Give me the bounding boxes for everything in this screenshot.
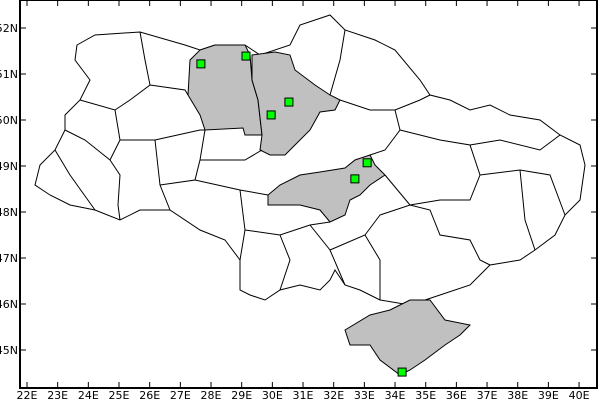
- x-tick-label: 23E: [47, 389, 68, 400]
- region-crimea-highlighted: [344, 299, 472, 376]
- x-tick-label: 30E: [262, 389, 283, 400]
- country-outline: [34, 14, 586, 306]
- y-tick-label: 47N: [0, 252, 18, 265]
- station-marker[interactable]: [241, 51, 251, 61]
- x-tick-label: 36E: [446, 389, 467, 400]
- station-marker[interactable]: [196, 59, 206, 69]
- y-axis: 45N 46N 47N 48N 49N 50N 51N 52N: [0, 22, 597, 357]
- x-tick-label: 37E: [477, 389, 498, 400]
- region-kyiv-highlighted: [251, 51, 341, 156]
- x-tick-label: 26E: [139, 389, 160, 400]
- x-tick-label: 31E: [293, 389, 314, 400]
- y-tick-label: 49N: [0, 160, 18, 173]
- station-marker[interactable]: [266, 110, 276, 120]
- x-tick-label: 33E: [354, 389, 375, 400]
- y-tick-label: 46N: [0, 298, 18, 311]
- y-tick-label: 52N: [0, 22, 18, 35]
- y-tick-label: 51N: [0, 68, 18, 81]
- x-axis: 22E 23E 24E 25E 26E 27E 28E 29E 30E 31E 32E 33E 34E 3…: [17, 0, 590, 400]
- x-tick-label: 34E: [385, 389, 406, 400]
- x-tick-label: 24E: [78, 389, 99, 400]
- x-tick-label: 40E: [569, 389, 590, 400]
- region-kirovohrad-highlighted: [267, 154, 386, 223]
- x-tick-label: 29E: [231, 389, 252, 400]
- x-tick-label: 28E: [201, 389, 222, 400]
- x-tick-label: 35E: [415, 389, 436, 400]
- y-tick-label: 48N: [0, 206, 18, 219]
- station-marker[interactable]: [397, 367, 407, 377]
- x-tick-label: 22E: [17, 389, 38, 400]
- station-marker[interactable]: [350, 174, 360, 184]
- station-marker[interactable]: [362, 158, 372, 168]
- x-tick-label: 38E: [507, 389, 528, 400]
- y-tick-label: 50N: [0, 114, 18, 127]
- station-marker[interactable]: [284, 97, 294, 107]
- x-tick-label: 32E: [323, 389, 344, 400]
- x-tick-label: 27E: [170, 389, 191, 400]
- regions-layer: [34, 14, 586, 376]
- map-frame: [19, 0, 598, 389]
- markers-layer: [196, 51, 407, 377]
- x-tick-label: 25E: [109, 389, 130, 400]
- x-tick-label: 39E: [538, 389, 559, 400]
- y-tick-label: 45N: [0, 344, 18, 357]
- region-borders: [54, 29, 566, 300]
